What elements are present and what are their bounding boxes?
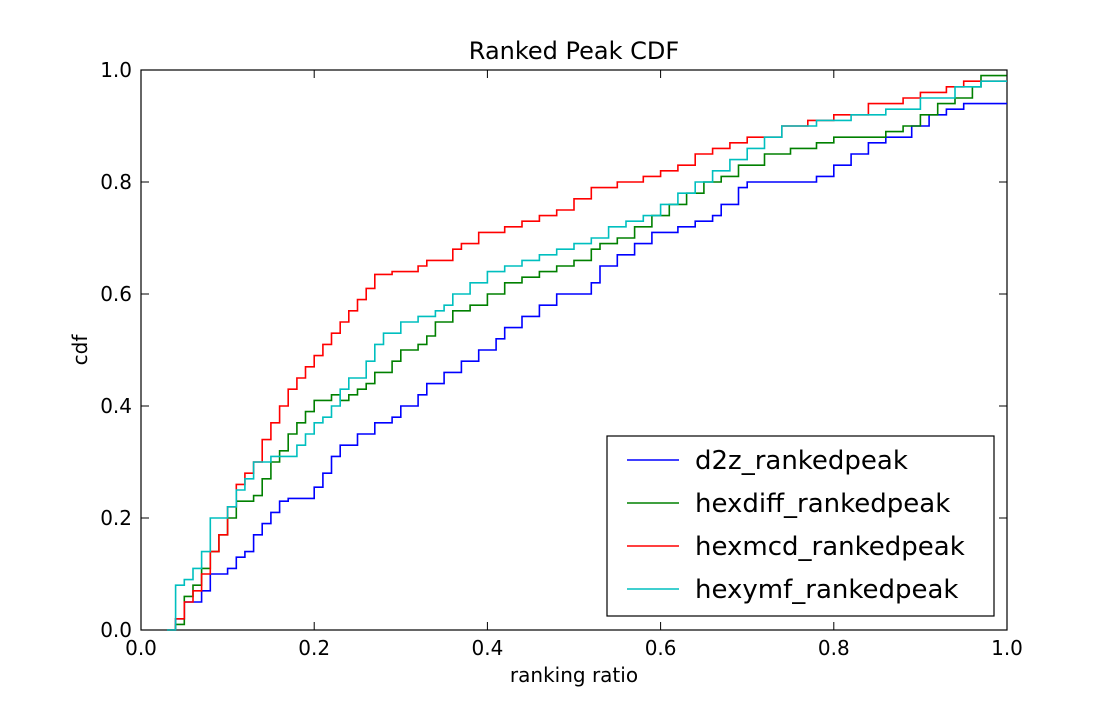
- x-tick-label: 0.8: [818, 636, 850, 660]
- x-tick-label: 0.4: [471, 636, 503, 660]
- ticks-layer: 0.0 0.2 0.4 0.6 0.8 1.0 0.0 0.2 0.4 0.6 0.8 1.0: [100, 58, 1023, 660]
- chart-title: Ranked Peak CDF: [469, 37, 679, 65]
- x-tick-label: 0.0: [125, 636, 157, 660]
- y-tick-label: 0.4: [100, 394, 132, 418]
- series-line-hexdiff_rankedpeak: [167, 74, 1007, 631]
- y-tick-label: 0.2: [100, 506, 132, 530]
- plot-frame: [140, 69, 1008, 631]
- y-tick-label: 0.8: [100, 170, 132, 194]
- series-line-d2z_rankedpeak: [167, 102, 1007, 631]
- x-tick-label: 1.0: [991, 636, 1023, 660]
- y-tick-label: 1.0: [100, 58, 132, 82]
- x-axis-label: ranking ratio: [510, 663, 638, 687]
- legend-label-d2z_rankedpeak: d2z_rankedpeak: [695, 446, 908, 476]
- x-tick-label: 0.6: [645, 636, 677, 660]
- legend-label-hexmcd_rankedpeak: hexmcd_rankedpeak: [695, 532, 965, 562]
- series-line-hexymf_rankedpeak: [167, 80, 1007, 631]
- legend-box: [606, 435, 995, 617]
- series-layer: [167, 74, 1007, 631]
- legend: d2z_rankedpeak hexdiff_rankedpeak hexmcd_r…: [606, 435, 995, 617]
- y-tick-label: 0.0: [100, 618, 132, 642]
- x-tick-label: 0.2: [298, 636, 330, 660]
- legend-label-hexymf_rankedpeak: hexymf_rankedpeak: [695, 575, 959, 605]
- legend-label-hexdiff_rankedpeak: hexdiff_rankedpeak: [695, 489, 950, 519]
- axes-layer: [140, 69, 1008, 631]
- y-axis-label: cdf: [68, 334, 92, 366]
- y-tick-label: 0.6: [100, 282, 132, 306]
